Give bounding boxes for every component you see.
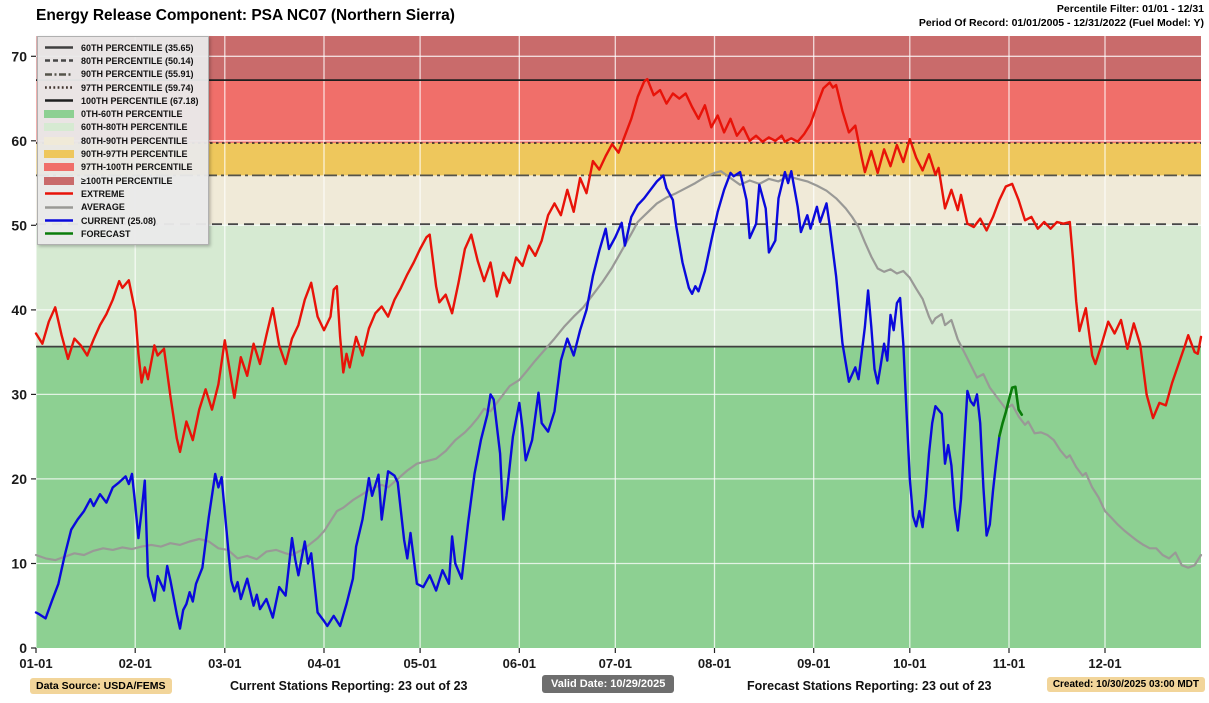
legend-item: 60TH PERCENTILE (35.65) — [44, 41, 199, 54]
legend-item: 60TH-80TH PERCENTILE — [44, 121, 199, 134]
x-axis-label: 12-01 — [1088, 656, 1121, 671]
legend-item-label: AVERAGE — [81, 202, 125, 213]
period-of-record-label: Period Of Record: 01/01/2005 - 12/31/202… — [918, 16, 1204, 29]
legend-box-swatch — [44, 176, 74, 185]
legend-item-label: 60TH-80TH PERCENTILE — [81, 122, 188, 133]
x-axis-label: 07-01 — [599, 656, 632, 671]
legend-item: 80TH PERCENTILE (50.14) — [44, 54, 199, 67]
band-60th-80th — [36, 224, 1201, 347]
x-axis-label: 06-01 — [503, 656, 536, 671]
legend-box-swatch — [44, 123, 74, 132]
legend-item: AVERAGE — [44, 201, 199, 214]
valid-date-badge: Valid Date: 10/29/2025 — [542, 675, 675, 693]
legend-item: 80TH-90TH PERCENTILE — [44, 134, 199, 147]
x-axis-label: 02-01 — [119, 656, 152, 671]
legend-item-label: 90TH-97TH PERCENTILE — [81, 149, 188, 160]
band-0th-60th — [36, 346, 1201, 648]
x-axis-label: 05-01 — [403, 656, 436, 671]
legend-item: 100TH PERCENTILE (67.18) — [44, 94, 199, 107]
legend-item-label: CURRENT (25.08) — [81, 215, 157, 226]
legend-item: 90TH-97TH PERCENTILE — [44, 147, 199, 160]
legend-item: ≥100TH PERCENTILE — [44, 174, 199, 187]
series-extreme-line — [34, 77, 1203, 454]
footer-bar: Data Source: USDA/FEMS Current Stations … — [0, 672, 1209, 703]
y-axis-label: 70 — [11, 48, 27, 64]
legend-item-label: 60TH PERCENTILE (35.65) — [81, 42, 194, 53]
legend-box-swatch — [44, 110, 74, 119]
band-80th-90th — [36, 175, 1201, 225]
y-axis-label: 0 — [19, 640, 27, 656]
y-axis-label: 60 — [11, 133, 27, 149]
x-axis-label: 03-01 — [208, 656, 241, 671]
y-axis-label: 40 — [11, 302, 27, 318]
legend-item-label: 80TH-90TH PERCENTILE — [81, 135, 188, 146]
series-current-line — [34, 170, 1001, 630]
page-title: Energy Release Component: PSA NC07 (Nort… — [36, 7, 455, 24]
y-axis-label: 20 — [11, 471, 27, 487]
legend-item: CURRENT (25.08) — [44, 214, 199, 227]
legend-item-label: 90TH PERCENTILE (55.91) — [81, 69, 194, 80]
legend-item: 97TH PERCENTILE (59.74) — [44, 81, 199, 94]
legend-line-swatch — [45, 72, 73, 76]
legend-box-swatch — [44, 136, 74, 145]
legend-line-swatch — [45, 59, 73, 63]
x-axis-label: 11-01 — [993, 656, 1026, 671]
legend-item: 0TH-60TH PERCENTILE — [44, 107, 199, 120]
forecast-stations-label: Forecast Stations Reporting: 23 out of 2… — [747, 679, 992, 693]
band-90th-97th — [36, 143, 1201, 176]
current-stations-label: Current Stations Reporting: 23 out of 23 — [230, 679, 468, 693]
legend-item-label: 97TH-100TH PERCENTILE — [81, 162, 193, 173]
legend-line-swatch — [45, 86, 73, 89]
legend-item-label: 80TH PERCENTILE (50.14) — [81, 55, 194, 66]
band-97th-100th — [36, 80, 1201, 143]
legend-item-label: 100TH PERCENTILE (67.18) — [81, 95, 199, 106]
legend-line-swatch — [45, 219, 73, 222]
legend-item-label: 0TH-60TH PERCENTILE — [81, 109, 183, 120]
legend-line-swatch — [45, 205, 73, 209]
series-average-line — [34, 170, 1203, 569]
legend-item-label: ≥100TH PERCENTILE — [81, 175, 173, 186]
y-axis-label: 50 — [11, 217, 27, 233]
legend-line-swatch — [45, 232, 73, 236]
data-source-badge: Data Source: USDA/FEMS — [30, 678, 172, 694]
created-badge: Created: 10/30/2025 03:00 MDT — [1046, 677, 1205, 692]
x-axis-label: 08-01 — [698, 656, 731, 671]
legend-item: EXTREME — [44, 187, 199, 200]
series-forecast-line — [998, 385, 1024, 438]
x-axis-label: 09-01 — [797, 656, 830, 671]
y-axis-label: 10 — [11, 556, 27, 572]
band-gte-100th — [36, 36, 1201, 81]
legend-item: FORECAST — [44, 227, 199, 240]
legend-item-label: EXTREME — [81, 188, 125, 199]
percentile-filter-label: Percentile Filter: 01/01 - 12/31 — [1056, 3, 1204, 15]
x-axis-label: 10-01 — [893, 656, 926, 671]
legend-item-label: FORECAST — [81, 228, 131, 239]
y-axis-label: 30 — [11, 386, 27, 402]
legend-line-swatch — [45, 46, 73, 49]
legend-item-label: 97TH PERCENTILE (59.74) — [81, 82, 194, 93]
chart-legend: 60TH PERCENTILE (35.65) 80TH PERCENTILE (… — [37, 36, 209, 246]
legend-item: 97TH-100TH PERCENTILE — [44, 161, 199, 174]
legend-line-swatch — [45, 99, 73, 103]
legend-line-swatch — [45, 192, 73, 196]
x-axis-label: 04-01 — [307, 656, 340, 671]
header-meta: Percentile Filter: 01/01 - 12/31 Period … — [919, 3, 1204, 30]
legend-box-swatch — [44, 150, 74, 159]
x-axis-label: 01-01 — [19, 656, 52, 671]
legend-item: 90TH PERCENTILE (55.91) — [44, 68, 199, 81]
legend-box-swatch — [44, 163, 74, 172]
